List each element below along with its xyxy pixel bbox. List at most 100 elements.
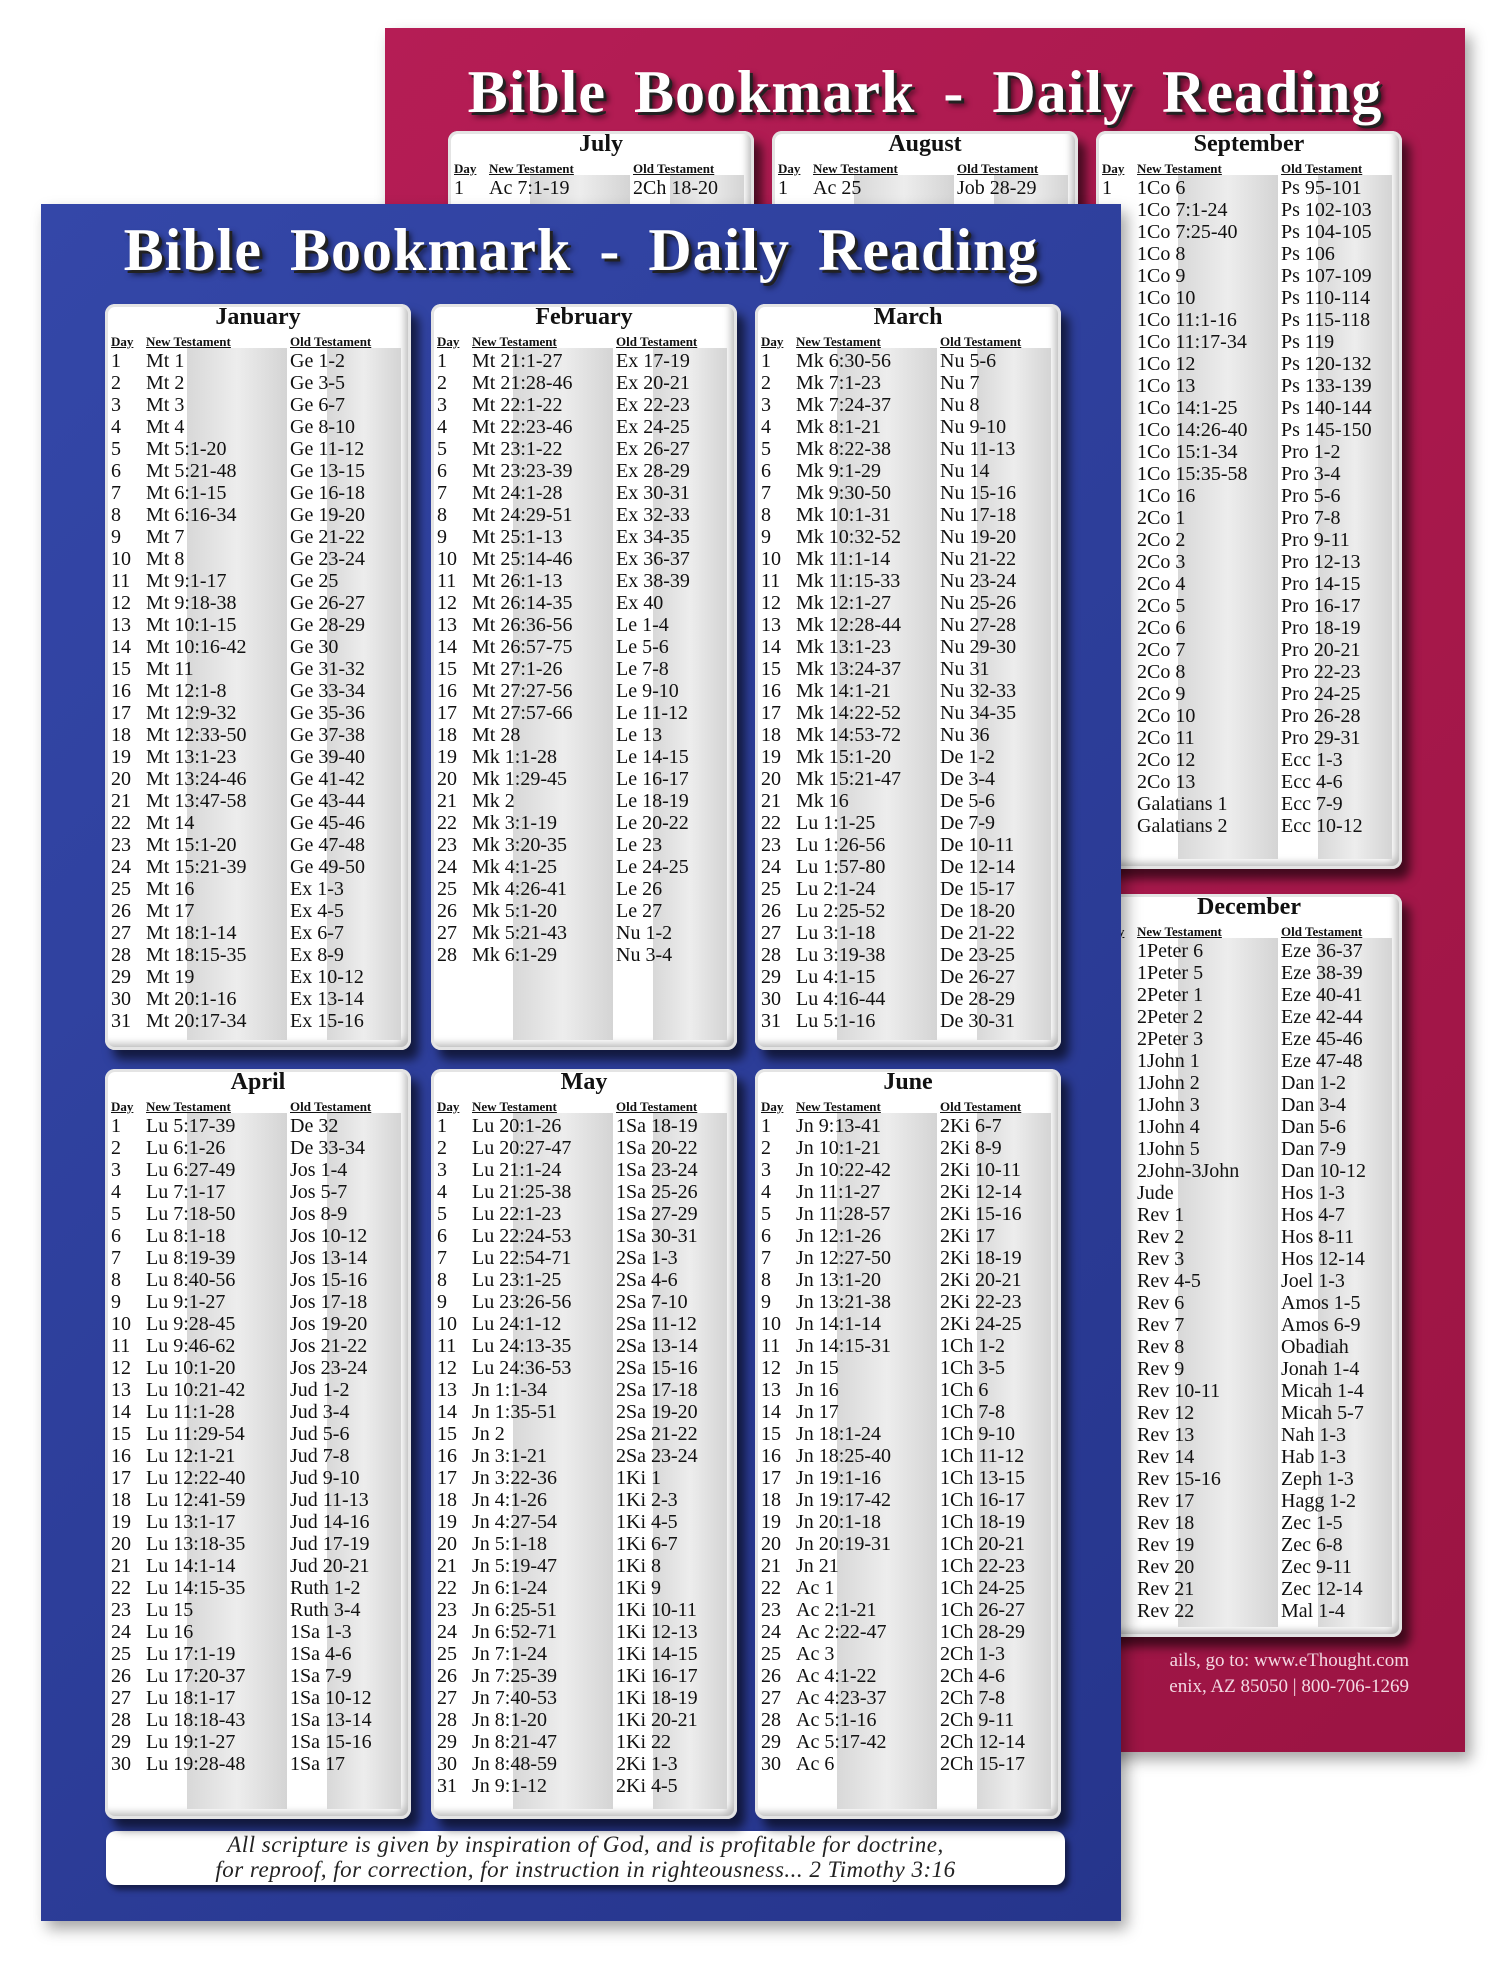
new-testament: Mt 19 bbox=[146, 966, 195, 988]
month-panel: January Day New Testament Old Testament 1 Mt … bbox=[105, 304, 411, 1050]
column-header: Day bbox=[111, 1099, 134, 1114]
day: 28 bbox=[111, 944, 131, 966]
old-testament: 2Sa 4-6 bbox=[616, 1269, 678, 1291]
new-testament: Jn 16 bbox=[796, 1379, 839, 1401]
old-testament: Nu 14 bbox=[940, 460, 990, 482]
old-testament: Ps 119 bbox=[1281, 331, 1335, 353]
day: 22 bbox=[761, 1577, 781, 1599]
new-testament: Lu 8:1-18 bbox=[146, 1225, 226, 1247]
column-header: New Testament bbox=[796, 1099, 881, 1114]
new-testament: 1John 4 bbox=[1137, 1116, 1200, 1138]
old-testament: Jud 11-13 bbox=[290, 1489, 369, 1511]
day: 22 bbox=[761, 812, 781, 834]
new-testament: Jn 6:1-24 bbox=[472, 1577, 547, 1599]
old-testament: Nu 27-28 bbox=[940, 614, 1017, 636]
new-testament: Mk 10:1-31 bbox=[796, 504, 891, 526]
column-header: Day bbox=[437, 1099, 460, 1114]
new-testament: Mk 11:1-14 bbox=[796, 548, 891, 570]
old-testament: 1Ch 28-29 bbox=[940, 1621, 1025, 1643]
new-testament: Mt 23:1-22 bbox=[472, 438, 563, 460]
day: 24 bbox=[437, 1621, 457, 1643]
new-testament: 1Co 16 bbox=[1137, 485, 1196, 507]
day: 26 bbox=[761, 900, 781, 922]
old-testament: Jud 3-4 bbox=[290, 1401, 350, 1423]
day: 1 bbox=[761, 350, 771, 372]
new-testament: Lu 11:1-28 bbox=[146, 1401, 235, 1423]
month-name: December bbox=[1197, 894, 1301, 920]
day: 15 bbox=[761, 658, 781, 680]
day: 21 bbox=[111, 790, 131, 812]
new-testament: Mt 15:21-39 bbox=[146, 856, 247, 878]
new-testament: Lu 24:36-53 bbox=[472, 1357, 572, 1379]
day: 26 bbox=[111, 1665, 131, 1687]
new-testament: 1John 5 bbox=[1137, 1138, 1200, 1160]
new-testament: Mt 15:1-20 bbox=[146, 834, 237, 856]
quote-line: All scripture is given by inspiration of… bbox=[227, 1832, 944, 1857]
old-testament: Ge 49-50 bbox=[290, 856, 365, 878]
day: 16 bbox=[111, 1445, 131, 1467]
day: 24 bbox=[761, 1621, 781, 1643]
shade-column bbox=[1318, 175, 1392, 859]
column-header: Old Testament bbox=[940, 1099, 1022, 1114]
new-testament: 2Co 1 bbox=[1137, 507, 1186, 529]
column-header: Day bbox=[761, 1099, 784, 1114]
new-testament: Lu 10:1-20 bbox=[146, 1357, 236, 1379]
new-testament: Lu 6:27-49 bbox=[146, 1159, 236, 1181]
old-testament: Ex 20-21 bbox=[616, 372, 690, 394]
new-testament: Mt 10:16-42 bbox=[146, 636, 247, 658]
new-testament: Mt 22:1-22 bbox=[472, 394, 563, 416]
day: 19 bbox=[437, 746, 457, 768]
column-header: Day bbox=[454, 161, 477, 176]
day: 22 bbox=[437, 812, 457, 834]
column-header: New Testament bbox=[146, 1099, 231, 1114]
shade-column bbox=[837, 1113, 937, 1809]
day: 27 bbox=[111, 1687, 131, 1709]
day: 5 bbox=[761, 438, 771, 460]
day: 23 bbox=[437, 834, 457, 856]
new-testament: Mk 1:29-45 bbox=[472, 768, 567, 790]
new-testament: Jn 21 bbox=[796, 1555, 839, 1577]
day: 8 bbox=[761, 1269, 771, 1291]
day: 29 bbox=[761, 966, 781, 988]
old-testament: 2Ch 1-3 bbox=[940, 1643, 1005, 1665]
column-header: Day bbox=[111, 334, 134, 349]
new-testament: Jn 18:25-40 bbox=[796, 1445, 891, 1467]
new-testament: Mk 8:22-38 bbox=[796, 438, 891, 460]
new-testament: Lu 1:26-56 bbox=[796, 834, 886, 856]
new-testament: Rev 1 bbox=[1137, 1204, 1185, 1226]
new-testament: Ac 1 bbox=[796, 1577, 835, 1599]
day: 3 bbox=[761, 1159, 771, 1181]
old-testament: 1Ki 6-7 bbox=[616, 1533, 678, 1555]
day: 18 bbox=[761, 1489, 781, 1511]
old-testament: Ex 22-23 bbox=[616, 394, 690, 416]
old-testament: Ecc 7-9 bbox=[1281, 793, 1343, 815]
new-testament: Ac 5:1-16 bbox=[796, 1709, 877, 1731]
old-testament: 1Sa 7-9 bbox=[290, 1665, 352, 1687]
new-testament: Mt 7 bbox=[146, 526, 185, 548]
new-testament: Mt 12:1-8 bbox=[146, 680, 227, 702]
old-testament: Le 9-10 bbox=[616, 680, 679, 702]
new-testament: Mk 7:1-23 bbox=[796, 372, 881, 394]
old-testament: Ex 34-35 bbox=[616, 526, 690, 548]
new-testament: Mt 20:17-34 bbox=[146, 1010, 247, 1032]
day: 15 bbox=[437, 1423, 457, 1445]
day: 2 bbox=[111, 372, 121, 394]
day: 25 bbox=[111, 878, 131, 900]
old-testament: 1Ch 7-8 bbox=[940, 1401, 1005, 1423]
old-testament: Ps 145-150 bbox=[1281, 419, 1372, 441]
old-testament: Ge 35-36 bbox=[290, 702, 365, 724]
shade-column bbox=[1178, 175, 1278, 859]
shade-column bbox=[977, 348, 1051, 1040]
new-testament: Mk 12:28-44 bbox=[796, 614, 901, 636]
old-testament: Jos 17-18 bbox=[290, 1291, 368, 1313]
old-testament: De 28-29 bbox=[940, 988, 1015, 1010]
day: 23 bbox=[437, 1599, 457, 1621]
day: 23 bbox=[111, 1599, 131, 1621]
old-testament: Ge 37-38 bbox=[290, 724, 365, 746]
new-testament: 2Co 4 bbox=[1137, 573, 1186, 595]
new-testament: Mt 27:27-56 bbox=[472, 680, 573, 702]
new-testament: Rev 20 bbox=[1137, 1556, 1195, 1578]
old-testament: Nu 31 bbox=[940, 658, 990, 680]
shade-column bbox=[1318, 938, 1392, 1627]
day: 25 bbox=[761, 1643, 781, 1665]
